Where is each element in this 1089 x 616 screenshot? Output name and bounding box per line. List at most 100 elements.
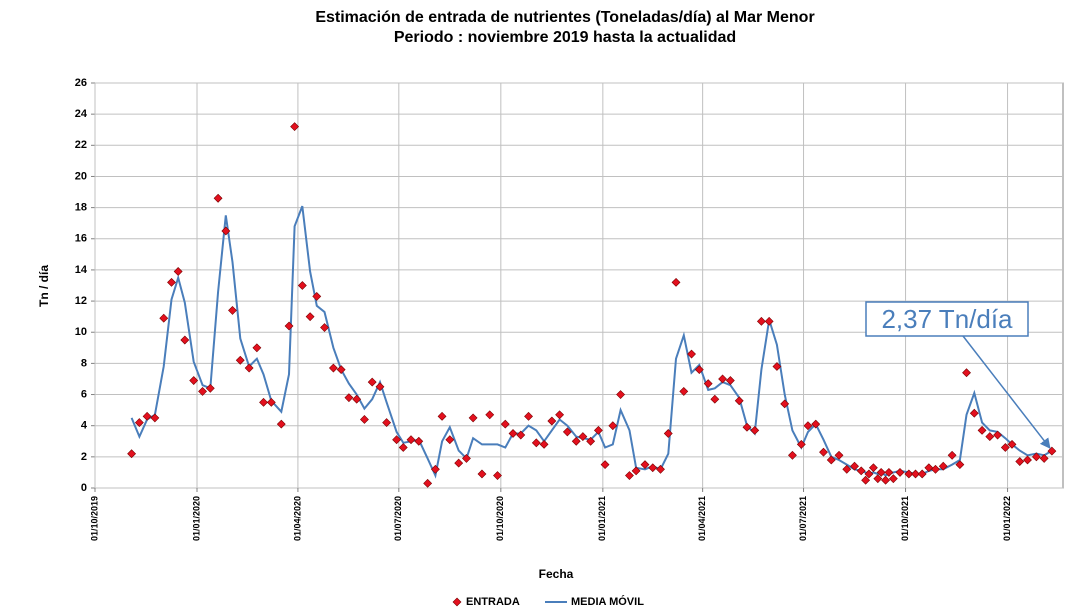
y-tick-label: 22: [75, 139, 87, 151]
data-point: [593, 425, 603, 435]
data-point: [616, 390, 626, 399]
data-point: [555, 410, 565, 420]
data-point: [955, 460, 965, 470]
data-point: [493, 471, 502, 480]
data-point: [547, 416, 557, 426]
data-point: [742, 422, 752, 432]
data-point: [725, 376, 735, 385]
data-point: [788, 450, 797, 460]
x-tick-label: 01/10/2021: [900, 496, 910, 541]
data-point: [375, 382, 385, 392]
data-point: [360, 415, 369, 424]
y-tick-label: 4: [81, 420, 88, 432]
data-point: [398, 443, 408, 452]
y-tick-label: 18: [75, 202, 87, 214]
y-axis-label: Tn / día: [37, 265, 51, 307]
y-tick-label: 8: [81, 357, 87, 369]
data-point: [969, 408, 979, 418]
data-point: [850, 461, 859, 471]
y-tick-label: 0: [81, 482, 87, 494]
data-point: [531, 438, 541, 448]
data-point: [198, 386, 207, 396]
x-tick-label: 01/04/2020: [292, 496, 302, 541]
data-point: [437, 411, 447, 421]
y-tick-label: 20: [75, 170, 87, 182]
y-tick-label: 26: [75, 77, 87, 89]
data-point: [904, 469, 914, 479]
data-point: [180, 335, 190, 345]
data-point: [508, 429, 518, 438]
y-tick-label: 12: [75, 295, 87, 307]
y-tick-label: 10: [75, 326, 87, 338]
data-point: [856, 466, 866, 476]
data-point: [631, 466, 641, 476]
data-point: [993, 430, 1003, 440]
data-point: [320, 323, 329, 332]
data-point: [235, 355, 245, 365]
x-tick-label: 01/07/2021: [798, 496, 808, 541]
data-point: [663, 429, 673, 438]
data-point: [811, 419, 821, 429]
data-point: [150, 413, 160, 423]
data-point: [312, 291, 322, 301]
data-point: [1047, 446, 1057, 456]
data-point: [276, 419, 286, 429]
data-point: [917, 469, 927, 479]
data-point: [864, 469, 874, 479]
data-point: [382, 418, 392, 428]
data-point: [703, 379, 713, 389]
data-point: [868, 463, 878, 473]
data-point: [454, 458, 464, 468]
data-point: [406, 435, 416, 445]
data-point: [189, 376, 199, 385]
data-point: [938, 461, 948, 471]
chart-subtitle: Periodo : noviembre 2019 hasta la actual…: [394, 29, 736, 46]
data-point: [780, 399, 790, 409]
data-point: [392, 435, 402, 445]
data-point: [562, 427, 572, 437]
data-point: [1000, 443, 1010, 452]
data-point: [826, 455, 836, 465]
data-point: [336, 365, 346, 375]
data-point: [244, 363, 254, 373]
data-point: [328, 363, 338, 373]
data-point: [861, 475, 871, 485]
data-point: [819, 447, 828, 457]
data-point: [679, 386, 689, 396]
data-point: [423, 478, 433, 488]
chart-title: Estimación de entrada de nutrientes (Ton…: [315, 9, 814, 26]
legend-label: MEDIA MÓVIL: [571, 595, 644, 608]
x-tick-label: 01/10/2020: [495, 496, 505, 541]
data-point: [895, 467, 905, 477]
data-point: [834, 450, 844, 460]
data-point: [977, 425, 987, 435]
data-point: [756, 316, 766, 326]
data-point: [1007, 439, 1017, 449]
data-point: [284, 321, 294, 331]
annotation-text: 2,37 Tn/día: [881, 304, 1013, 334]
data-point: [1015, 457, 1025, 466]
data-point: [173, 267, 183, 276]
data-point: [213, 193, 223, 203]
data-point: [888, 474, 898, 484]
data-point: [1023, 455, 1032, 465]
x-tick-label: 01/01/2020: [191, 496, 201, 541]
data-point: [608, 421, 618, 431]
data-point: [485, 410, 495, 420]
legend: ENTRADA MEDIA MÓVIL: [452, 595, 644, 608]
data-point: [430, 464, 440, 474]
data-point: [803, 421, 813, 431]
data-point: [500, 419, 510, 429]
data-point: [578, 432, 588, 442]
data-point: [694, 365, 704, 375]
data-point: [516, 430, 526, 440]
data-point: [252, 343, 262, 353]
data-point: [1039, 453, 1049, 463]
data-point: [881, 475, 891, 485]
data-point: [962, 368, 971, 378]
data-point: [873, 474, 883, 484]
data-point: [764, 316, 774, 326]
data-point: [344, 393, 354, 403]
